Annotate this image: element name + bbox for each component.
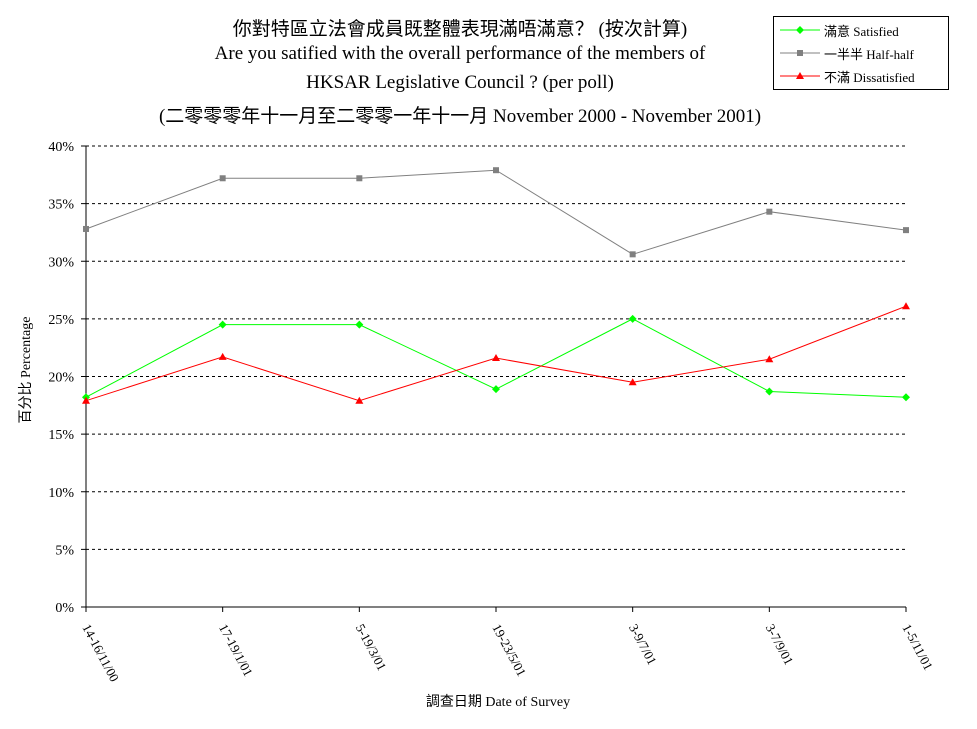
data-point <box>902 302 910 310</box>
y-tick-label: 40% <box>48 140 74 155</box>
y-tick-label: 10% <box>48 486 74 501</box>
data-point <box>492 385 500 394</box>
y-tick-label: 25% <box>48 313 74 328</box>
gridlines <box>86 145 906 550</box>
legend-swatch-satisfied <box>780 26 820 34</box>
data-point <box>765 355 774 363</box>
data-point <box>903 227 909 234</box>
data-point <box>82 396 90 404</box>
x-tick-label: 1-5/11/01 <box>899 621 936 672</box>
data-point <box>628 314 637 323</box>
data-point <box>765 387 774 396</box>
y-axis-label: 百分比 Percentage <box>18 317 34 424</box>
x-tick-label: 17-19/1/01 <box>216 621 256 678</box>
chart-subtitle-period: (二零零零年十一月至二零零一年十一月 November 2000 - Novem… <box>158 106 762 127</box>
series-line <box>85 169 907 255</box>
y-tick-label: 15% <box>48 428 74 443</box>
x-tick-label: 3-9/7/01 <box>626 621 660 667</box>
legend-label-satisfied: 滿意 Satisfied <box>824 23 899 39</box>
axes <box>81 145 907 612</box>
x-tick-label: 19-23/5/01 <box>489 621 529 678</box>
data-point <box>355 396 364 404</box>
y-tick-label: 5% <box>55 543 74 558</box>
legend-label-dissatisfied: 不滿 Dissatisfied <box>824 69 915 85</box>
data-point <box>356 175 363 182</box>
y-tick-label: 0% <box>55 601 74 616</box>
legend-swatch-dissatisfied <box>780 72 820 79</box>
series-1 <box>83 167 909 258</box>
data-point <box>218 352 227 360</box>
x-tick-label: 14-16/11/00 <box>79 621 122 684</box>
y-tick-labels: 0% 5% 10% 15% 20% 25% 30% 35% 40% <box>48 140 74 616</box>
legend-label-half-half: 一半半 Half-half <box>824 46 914 62</box>
data-point <box>493 167 499 174</box>
legend-item-dissatisfied: 不滿 Dissatisfied <box>780 67 915 85</box>
legend-swatch-half-half <box>780 50 820 56</box>
series-2 <box>82 302 910 404</box>
data-point <box>902 393 910 402</box>
chart-title-english-2: HKSAR Legislative Council ? (per poll) <box>306 72 614 93</box>
series-group <box>82 167 910 404</box>
x-axis-label: 調查日期 Date of Survey <box>426 694 570 710</box>
chart-title-chinese: 你對特區立法會成員既整體表現滿唔滿意？ (按次計算) <box>232 19 688 40</box>
data-point <box>219 175 226 182</box>
legend-item-half-half: 一半半 Half-half <box>780 44 914 62</box>
y-tick-label: 35% <box>48 198 74 213</box>
x-tick-label: 3-7/9/01 <box>763 621 797 667</box>
data-point <box>628 378 637 386</box>
data-point <box>355 320 364 329</box>
data-point <box>766 208 773 215</box>
series-0 <box>82 314 910 402</box>
data-point <box>218 320 227 329</box>
x-tick-labels: 14-16/11/00 17-19/1/01 5-19/3/01 19-23/5/01… <box>79 621 936 684</box>
chart-title-english: Are you satified with the overall perfor… <box>214 43 706 64</box>
data-point <box>629 251 636 258</box>
legend-item-satisfied: 滿意 Satisfied <box>780 21 899 39</box>
y-tick-label: 30% <box>48 255 74 270</box>
data-point <box>83 225 89 232</box>
legend: 滿意 Satisfied 一半半 Half-half 不滿 Dissatisfi… <box>773 16 949 90</box>
data-point <box>492 354 500 362</box>
y-tick-label: 20% <box>48 371 74 386</box>
x-tick-label: 5-19/3/01 <box>353 621 390 673</box>
